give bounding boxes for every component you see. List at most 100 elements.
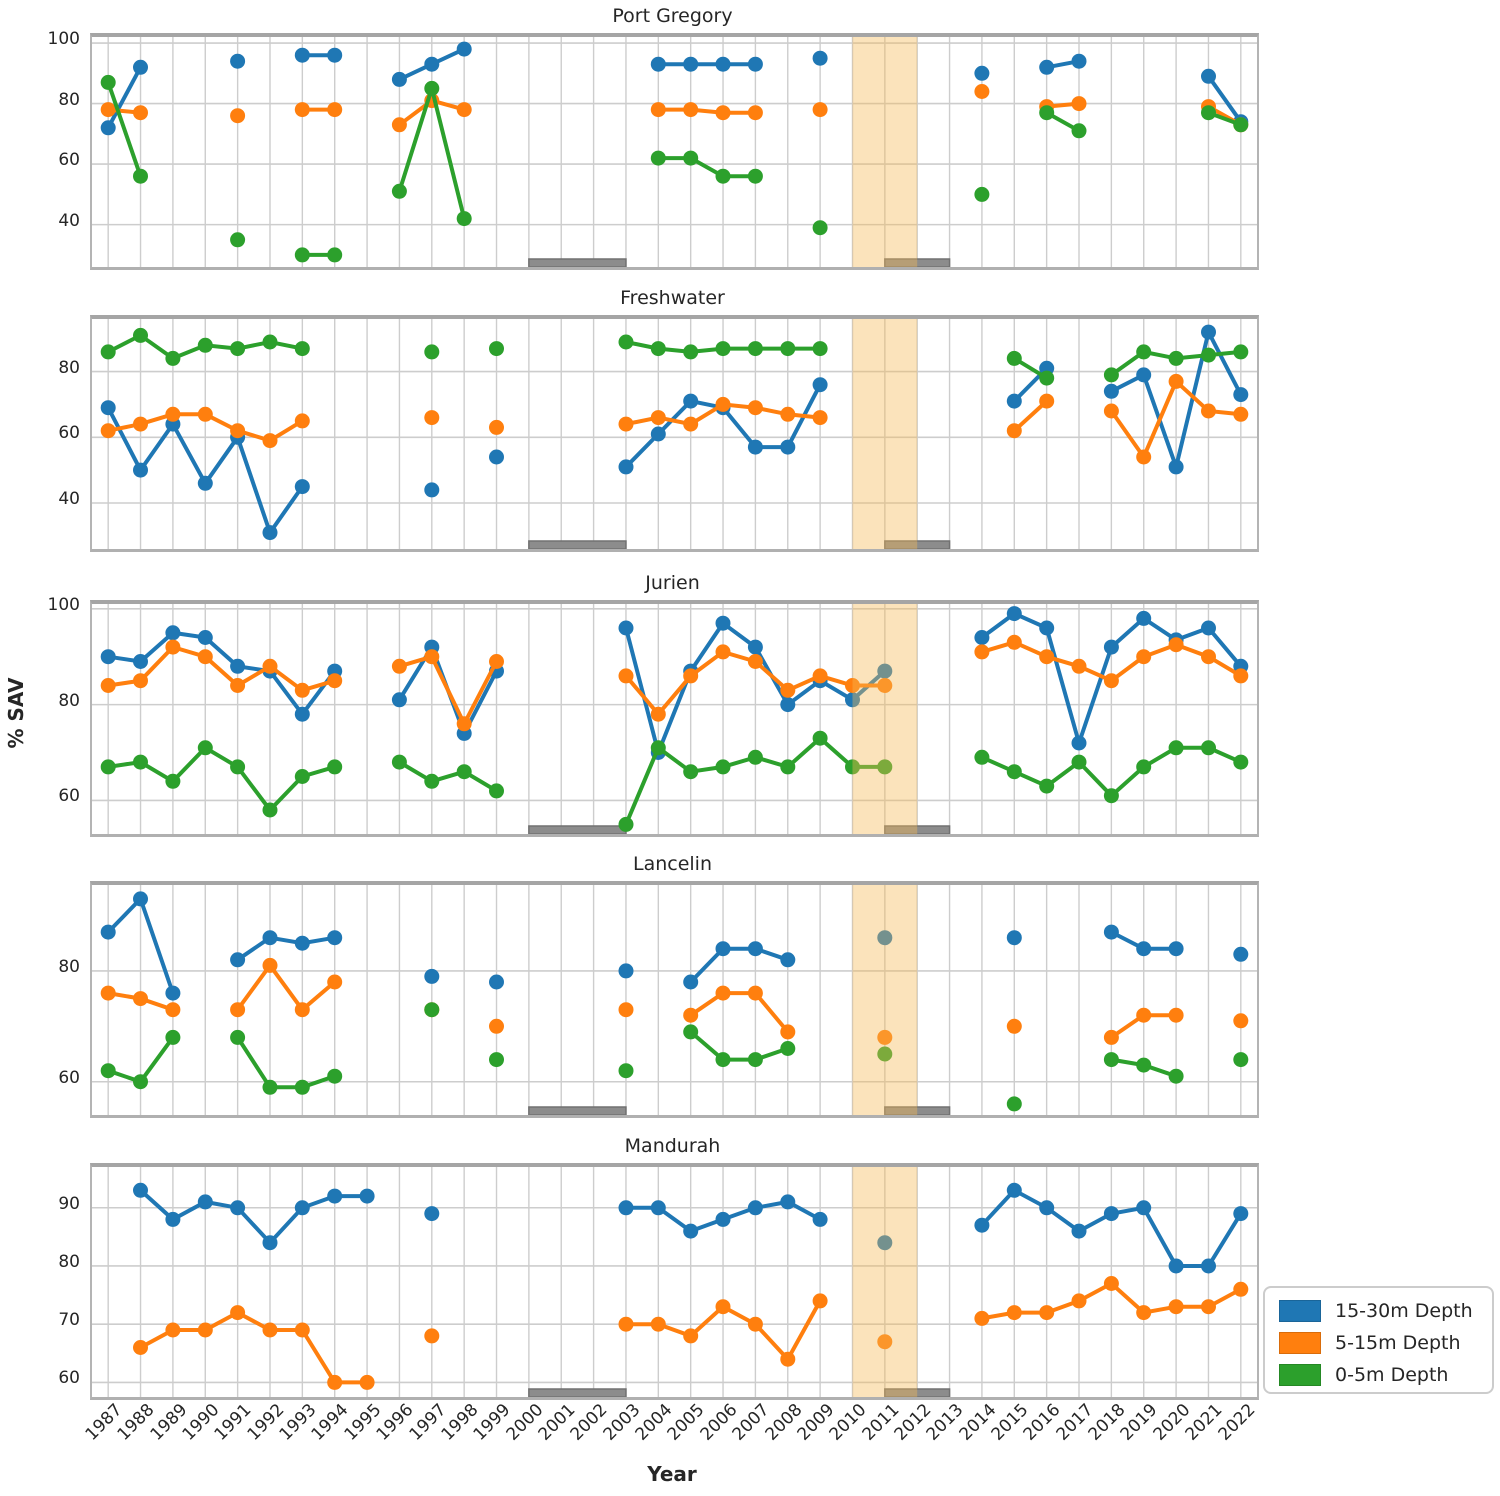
data-point <box>230 759 246 775</box>
data-point <box>1006 393 1022 409</box>
data-point <box>294 1079 310 1095</box>
y-tick-label: 80 <box>58 956 80 977</box>
data-point <box>1103 788 1119 804</box>
y-tick-label: 90 <box>58 1193 80 1214</box>
data-point <box>1233 1052 1249 1068</box>
data-point <box>1006 1096 1022 1112</box>
x-tick-label: 2017 <box>1052 1400 1098 1445</box>
data-point <box>650 150 666 166</box>
legend-label: 5-15m Depth <box>1335 1332 1461 1354</box>
data-point <box>133 1074 148 1090</box>
highlight-band <box>852 319 918 549</box>
y-tick-label: 40 <box>58 210 80 231</box>
series-5-15m-depth <box>133 1276 1249 1390</box>
data-point <box>327 974 343 990</box>
data-point <box>683 1007 699 1023</box>
data-point <box>1201 68 1216 84</box>
data-point <box>262 658 278 674</box>
data-point <box>650 102 666 118</box>
data-point <box>1103 367 1119 383</box>
x-tick-label: 2016 <box>1020 1400 1065 1445</box>
series-5-15m-depth <box>100 957 1249 1045</box>
data-point <box>747 941 763 957</box>
data-point <box>489 1018 504 1034</box>
data-point <box>391 117 407 133</box>
data-point <box>424 410 440 426</box>
data-point <box>747 400 763 416</box>
data-point <box>1039 1305 1055 1321</box>
data-point <box>1039 59 1055 75</box>
series-15-30m-depth <box>100 41 1249 136</box>
data-point <box>1006 764 1022 780</box>
no-data-reference-bar <box>528 1388 627 1397</box>
data-point <box>1201 620 1216 636</box>
data-point <box>489 419 504 435</box>
data-point <box>974 65 990 81</box>
data-point <box>877 759 893 775</box>
data-point <box>877 678 893 693</box>
data-point <box>650 341 666 357</box>
chart-canvas-lancelin <box>92 885 1257 1115</box>
data-point <box>618 459 634 475</box>
x-tick-label: 2015 <box>987 1400 1033 1445</box>
data-point <box>1071 123 1087 139</box>
legend-label: 15-30m Depth <box>1335 1300 1473 1322</box>
data-point <box>1103 639 1119 655</box>
data-point <box>1103 673 1119 689</box>
no-data-reference-bar <box>884 1106 951 1115</box>
panel-jurien <box>90 600 1259 837</box>
data-point <box>877 930 893 946</box>
data-point <box>327 759 343 775</box>
chart-canvas-jurien <box>92 604 1257 834</box>
chart-canvas-freshwater <box>92 319 1257 549</box>
data-point <box>780 697 796 713</box>
data-point <box>877 1029 893 1045</box>
data-point <box>683 56 699 72</box>
data-point <box>262 1322 278 1338</box>
data-point <box>618 963 634 979</box>
y-tick-label: 60 <box>58 786 80 807</box>
data-point <box>391 658 407 674</box>
data-point <box>1006 634 1022 650</box>
data-point <box>100 120 116 136</box>
data-point <box>1006 423 1022 439</box>
data-point <box>1201 740 1216 756</box>
data-point <box>1071 96 1087 112</box>
x-tick-label: 2010 <box>825 1400 871 1445</box>
data-point <box>294 413 310 429</box>
series-5-15m-depth <box>100 634 1249 732</box>
data-point <box>165 406 181 422</box>
y-tick-label: 80 <box>58 357 80 378</box>
data-point <box>812 377 828 393</box>
data-point <box>489 654 504 669</box>
data-point <box>650 56 666 72</box>
data-point <box>715 1052 731 1068</box>
data-point <box>683 150 699 166</box>
data-point <box>294 1322 310 1338</box>
data-point <box>424 773 440 789</box>
data-point <box>294 769 310 784</box>
data-point <box>133 654 148 669</box>
data-point <box>747 749 763 765</box>
data-point <box>618 334 634 350</box>
data-point <box>747 439 763 455</box>
data-point <box>1168 941 1184 957</box>
data-point <box>747 1316 763 1332</box>
data-point <box>877 663 893 679</box>
data-point <box>715 168 731 184</box>
x-tick-label: 2000 <box>502 1400 548 1445</box>
data-point <box>294 706 310 722</box>
highlight-band <box>852 604 918 834</box>
data-point <box>1103 383 1119 399</box>
data-point <box>133 416 148 432</box>
data-point <box>1168 1299 1184 1315</box>
data-point <box>683 1223 699 1239</box>
legend-swatch-icon <box>1279 1332 1321 1354</box>
data-point <box>812 410 828 426</box>
x-tick-label: 2006 <box>696 1400 742 1445</box>
data-point <box>715 941 731 957</box>
data-point <box>489 783 504 799</box>
data-point <box>165 773 181 789</box>
legend: 15-30m Depth 5-15m Depth 0-5m Depth <box>1263 1286 1494 1394</box>
